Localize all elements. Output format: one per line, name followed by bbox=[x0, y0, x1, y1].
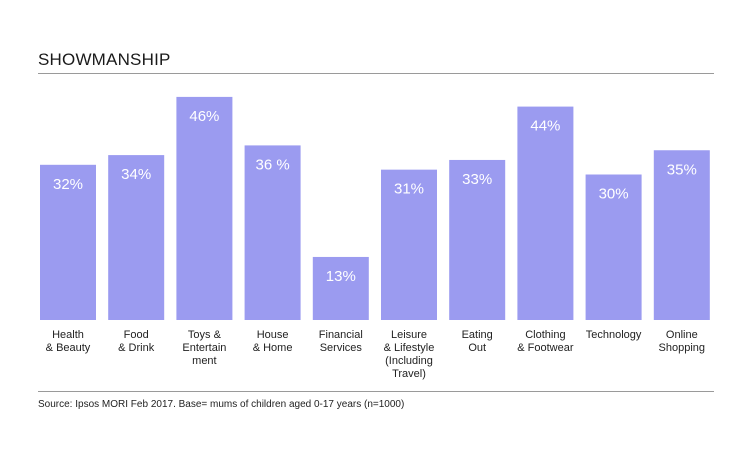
category-label: Health & Beauty bbox=[46, 329, 91, 354]
bar bbox=[244, 145, 301, 320]
bar bbox=[108, 155, 165, 320]
bar-group: 36 % House & Home bbox=[244, 145, 301, 354]
bar bbox=[653, 150, 710, 320]
bar-group: 35% Online Shopping bbox=[653, 150, 710, 354]
bar bbox=[40, 164, 96, 320]
source-note: Source: Ipsos MORI Feb 2017. Base= mums … bbox=[38, 399, 405, 410]
category-label-line: & Lifestyle bbox=[384, 342, 435, 354]
category-label-line: ment bbox=[192, 355, 216, 367]
category-label: Leisure & Lifestyle (Including Travel) bbox=[384, 329, 435, 380]
bar-value-label: 13% bbox=[326, 268, 356, 285]
bar-group: 46% Toys & Entertain ment bbox=[176, 96, 233, 367]
category-label-line: & Home bbox=[253, 342, 293, 354]
category-label: Eating Out bbox=[462, 329, 493, 354]
source-divider bbox=[38, 391, 714, 392]
category-label-line: House bbox=[257, 329, 289, 341]
bar bbox=[381, 169, 437, 320]
category-label: Online Shopping bbox=[659, 329, 706, 354]
category-label: Toys & Entertain ment bbox=[182, 329, 226, 367]
bar-value-label: 31% bbox=[394, 181, 424, 198]
bar bbox=[312, 256, 369, 320]
title-divider bbox=[38, 73, 714, 74]
category-label-line: (Including bbox=[385, 355, 433, 367]
category-label-line: Clothing bbox=[525, 329, 565, 341]
category-label-line: Shopping bbox=[659, 342, 706, 354]
category-label-line: Leisure bbox=[391, 329, 427, 341]
bar-value-label: 30% bbox=[599, 186, 629, 203]
bar-value-label: 46% bbox=[189, 108, 219, 125]
category-label: House & Home bbox=[253, 329, 293, 354]
category-label-line: Financial bbox=[319, 329, 363, 341]
bar bbox=[517, 106, 574, 320]
chart-title: SHOWMANSHIP bbox=[38, 50, 171, 69]
category-label-line: & Drink bbox=[118, 342, 155, 354]
bar-value-label: 35% bbox=[667, 161, 697, 178]
category-label: Clothing & Footwear bbox=[517, 329, 574, 354]
category-label: Financial Services bbox=[319, 329, 363, 354]
category-label-line: Technology bbox=[586, 329, 642, 341]
category-label-line: Toys & bbox=[188, 329, 222, 341]
bar-group: 34% Food & Drink bbox=[108, 155, 165, 354]
category-label-line: Travel) bbox=[392, 368, 426, 380]
bar-value-label: 36 % bbox=[255, 156, 289, 173]
bar-value-label: 34% bbox=[121, 166, 151, 183]
bar-value-label: 33% bbox=[462, 171, 492, 188]
category-label-line: & Beauty bbox=[46, 342, 91, 354]
bar-group: 13% Financial Services bbox=[312, 256, 369, 354]
category-label-line: Eating bbox=[462, 329, 493, 341]
bar bbox=[449, 159, 506, 320]
bar-group: 31% Leisure & Lifestyle (Including Travel) bbox=[381, 169, 437, 380]
bar-value-label: 32% bbox=[53, 176, 83, 193]
bar-value-label: 44% bbox=[530, 118, 560, 135]
bar bbox=[585, 174, 642, 320]
category-label: Technology bbox=[586, 329, 642, 341]
category-label-line: Food bbox=[124, 329, 149, 341]
bar bbox=[176, 96, 233, 321]
category-label-line: Out bbox=[468, 342, 486, 354]
category-label-line: Health bbox=[52, 329, 84, 341]
bar-group: 32% Health & Beauty bbox=[40, 164, 96, 354]
bar-group: 33% Eating Out bbox=[449, 159, 506, 354]
category-label-line: Services bbox=[320, 342, 363, 354]
category-label: Food & Drink bbox=[118, 329, 155, 354]
bar-group: 44% Clothing & Footwear bbox=[517, 106, 574, 354]
category-label-line: Entertain bbox=[182, 342, 226, 354]
category-label-line: & Footwear bbox=[517, 342, 574, 354]
category-label-line: Online bbox=[666, 329, 698, 341]
bar-group: 30% Technology bbox=[585, 174, 642, 341]
